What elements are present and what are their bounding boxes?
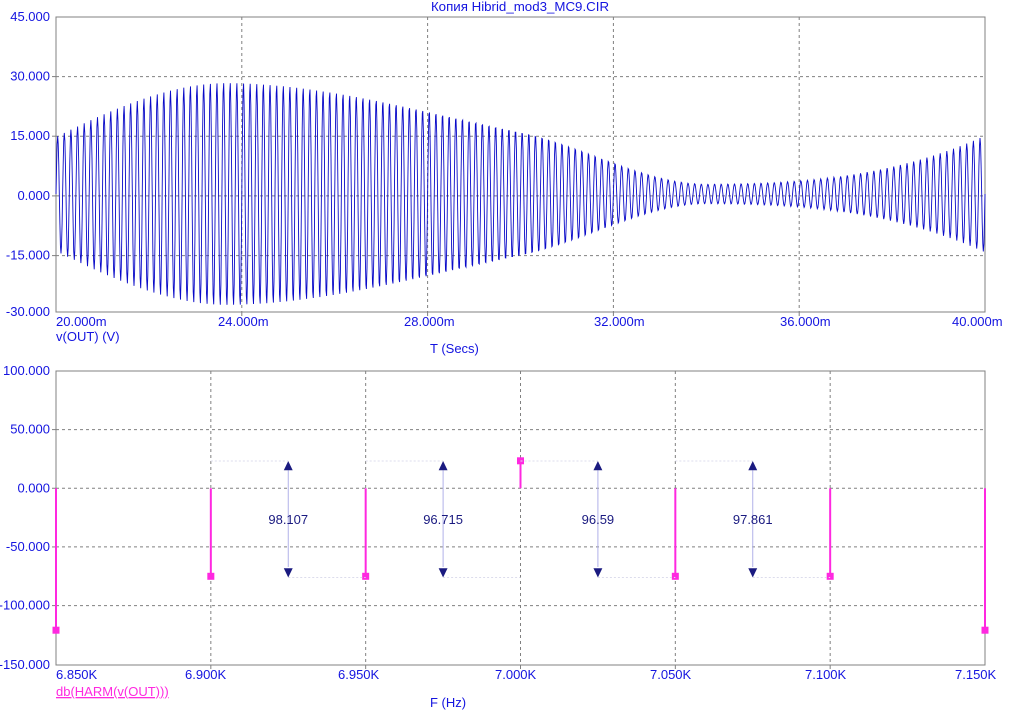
svg-text:32.000m: 32.000m bbox=[594, 314, 645, 329]
svg-text:36.000m: 36.000m bbox=[780, 314, 831, 329]
svg-text:24.000m: 24.000m bbox=[218, 314, 269, 329]
svg-text:F (Hz): F (Hz) bbox=[430, 695, 466, 710]
svg-text:-50.000: -50.000 bbox=[6, 539, 50, 554]
svg-text:40.000m: 40.000m bbox=[952, 314, 1003, 329]
svg-text:100.000: 100.000 bbox=[3, 363, 50, 378]
svg-text:6.900K: 6.900K bbox=[185, 667, 227, 682]
svg-text:6.850K: 6.850K bbox=[56, 667, 98, 682]
svg-text:6.950K: 6.950K bbox=[338, 667, 380, 682]
svg-text:0.000: 0.000 bbox=[17, 480, 50, 495]
svg-text:7.150K: 7.150K bbox=[955, 667, 997, 682]
svg-text:28.000m: 28.000m bbox=[404, 314, 455, 329]
svg-text:Копия Hibrid_mod3_MC9.CIR: Копия Hibrid_mod3_MC9.CIR bbox=[431, 0, 609, 14]
svg-text:-15.000: -15.000 bbox=[6, 248, 50, 263]
svg-text:96.715: 96.715 bbox=[423, 512, 463, 527]
svg-text:T (Secs): T (Secs) bbox=[430, 341, 479, 356]
svg-text:7.100K: 7.100K bbox=[805, 667, 847, 682]
svg-text:0.000: 0.000 bbox=[17, 188, 50, 203]
svg-text:97.861: 97.861 bbox=[733, 512, 773, 527]
svg-text:45.000: 45.000 bbox=[10, 9, 50, 24]
svg-text:98.107: 98.107 bbox=[268, 512, 308, 527]
svg-text:15.000: 15.000 bbox=[10, 128, 50, 143]
svg-text:-30.000: -30.000 bbox=[6, 304, 50, 319]
svg-text:7.000K: 7.000K bbox=[495, 667, 537, 682]
svg-text:db(HARM(v(OUT))): db(HARM(v(OUT))) bbox=[56, 684, 169, 699]
svg-text:-100.000: -100.000 bbox=[0, 598, 50, 613]
svg-text:96.59: 96.59 bbox=[582, 512, 615, 527]
svg-text:50.000: 50.000 bbox=[10, 422, 50, 437]
svg-text:7.050K: 7.050K bbox=[650, 667, 692, 682]
svg-text:-150.000: -150.000 bbox=[0, 657, 50, 672]
svg-text:v(OUT) (V): v(OUT) (V) bbox=[56, 329, 120, 344]
svg-text:20.000m: 20.000m bbox=[56, 314, 107, 329]
svg-text:30.000: 30.000 bbox=[10, 69, 50, 84]
